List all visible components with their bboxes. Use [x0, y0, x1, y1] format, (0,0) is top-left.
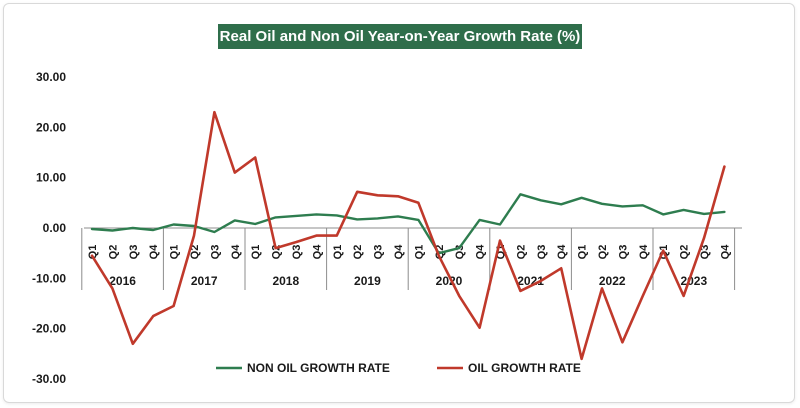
quarter-tick-label: Q2: [107, 245, 119, 260]
quarter-tick-label: Q4: [148, 244, 160, 260]
quarter-tick-label: Q3: [617, 245, 629, 260]
y-tick-label: 0.00: [43, 221, 67, 235]
quarter-tick-label: Q3: [373, 245, 385, 260]
year-label: 2017: [191, 274, 218, 288]
y-tick-label: 10.00: [36, 171, 66, 185]
quarter-tick-label: Q4: [230, 244, 242, 260]
quarter-tick-label: Q1: [169, 245, 181, 260]
y-tick-label: 20.00: [36, 120, 66, 134]
y-tick-label: -30.00: [32, 372, 66, 386]
year-label: 2016: [109, 274, 136, 288]
quarter-tick-label: Q4: [638, 244, 650, 260]
y-tick-label: -20.00: [32, 322, 66, 336]
quarter-tick-label: Q3: [209, 245, 221, 260]
chart-title: Real Oil and Non Oil Year-on-Year Growth…: [218, 24, 582, 49]
chart-frame: [3, 3, 795, 403]
quarter-tick-label: Q4: [311, 244, 323, 260]
quarter-tick-label: Q1: [250, 245, 262, 260]
year-label: 2020: [436, 274, 463, 288]
quarter-tick-label: Q3: [699, 245, 711, 260]
quarter-tick-label: Q1: [413, 245, 425, 260]
series-layer: [90, 110, 726, 361]
y-tick-label: 30.00: [36, 70, 66, 84]
quarter-tick-label: Q4: [719, 244, 731, 260]
quarter-tick-label: Q2: [352, 245, 364, 260]
non-oil-series-line: [90, 193, 726, 255]
quarter-tick-label: Q2: [597, 245, 609, 260]
quarter-tick-label: Q1: [577, 245, 589, 260]
y-tick-label: -10.00: [32, 271, 66, 285]
legend: NON OIL GROWTH RATE OIL GROWTH RATE: [216, 361, 581, 375]
quarter-tick-label: Q3: [536, 245, 548, 260]
legend-label: OIL GROWTH RATE: [468, 361, 581, 375]
quarter-tick-label: Q4: [393, 244, 405, 260]
axis-layer: 30.00 20.00 10.00 0.00 -10.00 -20.00 -30.00 Q1 Q…: [32, 70, 742, 386]
quarter-tick-label: Q2: [189, 245, 201, 260]
quarter-tick-label: Q2: [679, 245, 691, 260]
quarter-tick-label: Q2: [515, 245, 527, 260]
quarter-tick-label: Q1: [332, 245, 344, 260]
year-label: 2021: [517, 274, 544, 288]
year-label: 2018: [272, 274, 299, 288]
quarter-tick-label: Q1: [87, 245, 99, 260]
quarter-tick-label: Q2: [271, 245, 283, 260]
year-label: 2019: [354, 274, 381, 288]
quarter-tick-label: Q4: [475, 244, 487, 260]
quarter-tick-label: Q4: [556, 244, 568, 260]
quarter-tick-label: Q3: [291, 245, 303, 260]
year-label: 2023: [680, 274, 707, 288]
legend-label: NON OIL GROWTH RATE: [247, 361, 390, 375]
year-label: 2022: [599, 274, 626, 288]
quarter-tick-label: Q3: [128, 245, 140, 260]
oil-series-line: [90, 110, 726, 361]
